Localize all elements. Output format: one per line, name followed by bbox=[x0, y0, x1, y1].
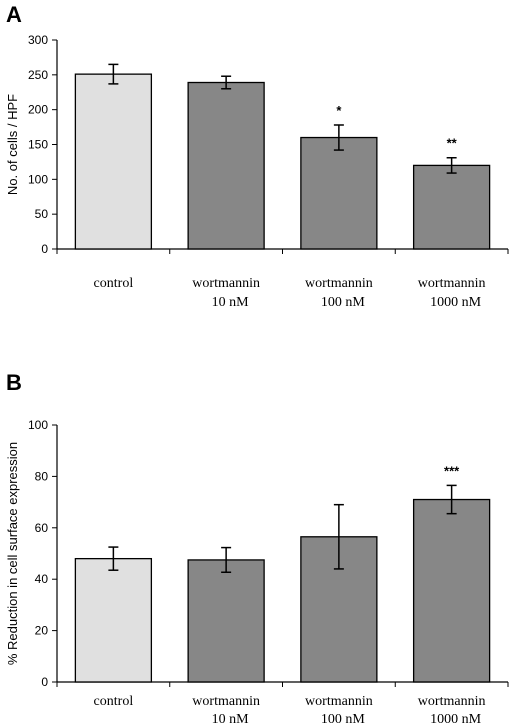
significance-label: *** bbox=[444, 463, 460, 478]
y-tick-label: 0 bbox=[41, 675, 48, 689]
bar bbox=[187, 81, 265, 250]
category-label: wortmannin 100 nM bbox=[305, 276, 373, 310]
panel-b-chart: 0 20 40 60 80 100 % Reduction in cell surface … bbox=[5, 418, 509, 727]
category-label-line: 100 nM bbox=[321, 712, 366, 727]
category-label-line: wortmannin bbox=[418, 276, 486, 291]
category-label-line: wortmannin bbox=[192, 694, 260, 709]
bar bbox=[187, 559, 265, 683]
category-label-line: 1000 nM bbox=[430, 712, 482, 727]
category-label-line: 100 nM bbox=[321, 295, 366, 310]
panel-letter-b: B bbox=[6, 370, 22, 395]
bar bbox=[412, 498, 491, 683]
bar bbox=[412, 164, 491, 250]
category-label: wortmannin 100 nM bbox=[305, 694, 373, 727]
y-tick-label: 250 bbox=[28, 68, 48, 82]
y-tick-label: 150 bbox=[28, 138, 48, 152]
category-label: control bbox=[94, 694, 134, 709]
category-label-line: wortmannin bbox=[192, 276, 260, 291]
category-label: wortmannin 1000 nM bbox=[418, 276, 486, 310]
y-tick-label: 80 bbox=[35, 469, 49, 483]
y-tick-label: 20 bbox=[35, 624, 49, 638]
y-tick-label: 100 bbox=[28, 418, 48, 432]
y-tick-label: 200 bbox=[28, 103, 48, 117]
category-label: wortmannin 10 nM bbox=[192, 694, 260, 727]
category-label-line: control bbox=[94, 276, 134, 291]
panel-letter-a: A bbox=[6, 2, 22, 27]
category-label-line: 10 nM bbox=[212, 712, 250, 727]
category-label-line: control bbox=[94, 694, 134, 709]
y-tick-label: 60 bbox=[35, 521, 49, 535]
y-axis-label: No. of cells / HPF bbox=[5, 94, 20, 195]
y-tick-label: 300 bbox=[28, 33, 48, 47]
category-label: control bbox=[94, 276, 134, 291]
category-label-line: 1000 nM bbox=[430, 295, 482, 310]
category-label: wortmannin 10 nM bbox=[192, 276, 260, 310]
category-label-line: 10 nM bbox=[212, 295, 250, 310]
category-label-line: wortmannin bbox=[305, 694, 373, 709]
y-tick-label: 50 bbox=[35, 207, 49, 221]
bar bbox=[300, 136, 378, 250]
y-tick-label: 0 bbox=[41, 242, 48, 256]
significance-label: * bbox=[336, 103, 342, 118]
panel-a-chart: 0 50 100 150 200 250 300 No. of cells / HPF cont… bbox=[5, 33, 509, 310]
bar bbox=[74, 557, 153, 683]
category-label-line: wortmannin bbox=[305, 276, 373, 291]
category-label-line: wortmannin bbox=[418, 694, 486, 709]
category-label: wortmannin 1000 nM bbox=[418, 694, 486, 727]
bar bbox=[74, 73, 153, 250]
y-axis-label: % Reduction in cell surface expression bbox=[5, 442, 20, 665]
y-tick-label: 40 bbox=[35, 572, 49, 586]
y-tick-label: 100 bbox=[28, 172, 48, 186]
significance-label: ** bbox=[447, 136, 458, 151]
